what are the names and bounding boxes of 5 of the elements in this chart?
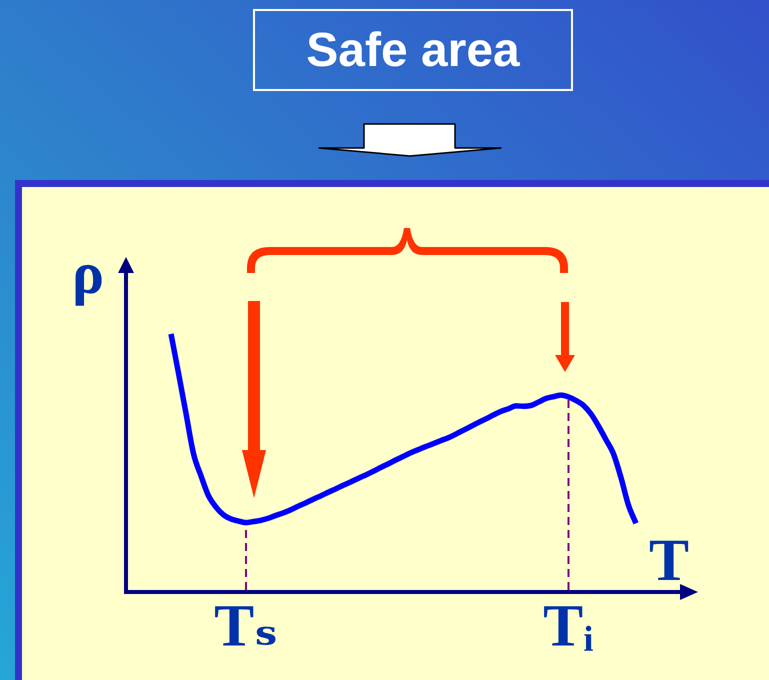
x-axis-title: T [649, 527, 690, 593]
x-tick-label: Tᵢ [543, 592, 594, 658]
x-tick-label: Tₛ [214, 592, 278, 658]
chart-title: Safe area [253, 9, 573, 91]
y-axis-title: ρ [72, 240, 104, 306]
